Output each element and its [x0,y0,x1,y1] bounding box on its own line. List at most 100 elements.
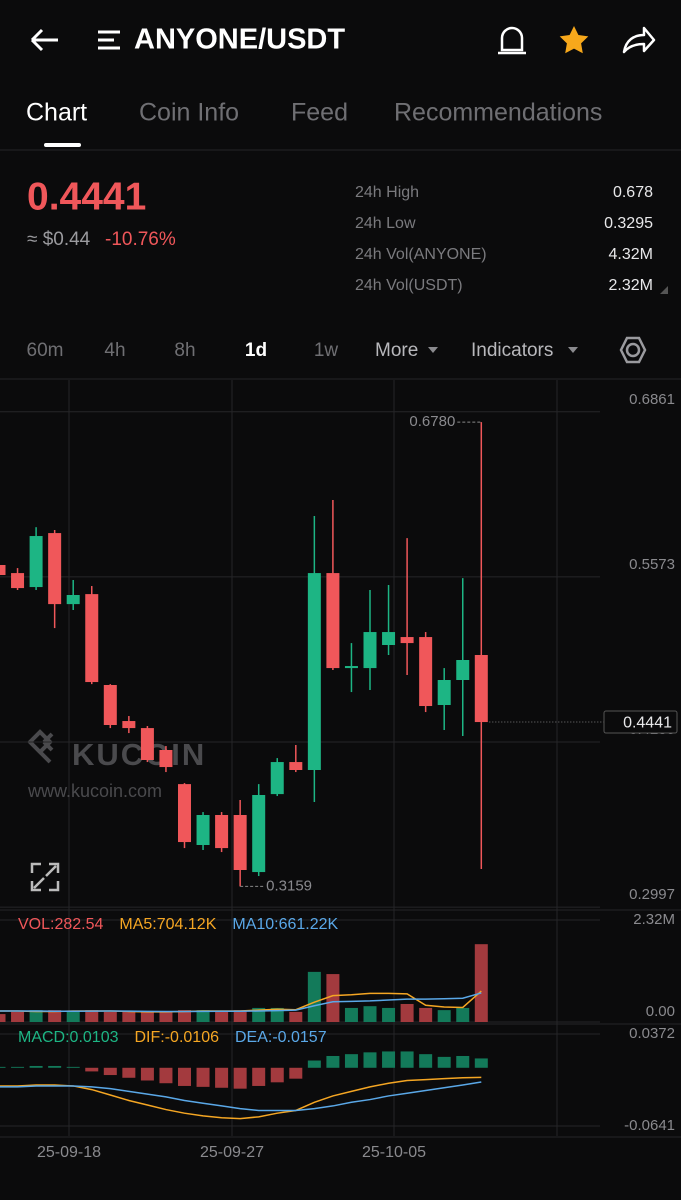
macd-bar [456,1055,470,1068]
indicator-legend: DIF:-0.0106 [135,1029,220,1046]
y-tick-label: 0.00 [646,1003,675,1020]
share-icon[interactable] [622,26,656,54]
candle-body [140,728,154,760]
timeframe[interactable]: 4h [104,340,125,361]
timeframe[interactable]: 1w [314,340,339,361]
timeframe[interactable]: 8h [174,340,195,361]
alert-icon[interactable] [498,26,526,55]
watermark-url: www.kucoin.com [27,781,162,801]
candle-body [103,685,117,725]
price-change: -10.76% [105,229,176,250]
y-tick-label: 0.0372 [629,1025,675,1042]
volume-bar [178,1010,191,1022]
candle-body [85,594,99,683]
volume-bar [437,1010,451,1022]
candle-body [270,762,284,795]
stat-label: 24h Vol(USDT) [355,277,463,294]
candle-body [0,565,6,575]
stat-label: 24h Low [355,215,416,232]
indicator-legend: VOL:282.54 [18,916,104,933]
volume-bar [307,971,321,1022]
timeframe[interactable]: 60m [27,340,64,361]
timeframe[interactable]: 1d [245,340,267,361]
candle-body [456,660,470,680]
menu-icon[interactable] [98,30,120,50]
back-icon[interactable] [30,28,58,52]
candle-body [344,666,358,669]
indicator-legend: MA10:661.22K [232,916,338,933]
x-tick-label: 25-09-27 [200,1144,264,1161]
watermark-brand: KUCOIN [72,737,206,772]
stat-label: 24h Vol(ANYONE) [355,246,487,263]
macd-bar [363,1052,377,1068]
macd-bar [419,1054,433,1068]
last-price: 0.4441 [27,175,146,218]
candle-body [437,680,451,705]
macd-bar [437,1056,451,1068]
candle-body [66,595,80,605]
y-tick-label: 0.2997 [629,886,675,903]
stat-value: 0.3295 [604,215,653,232]
corner-mark [660,286,668,294]
volume-bar [326,974,340,1022]
y-tick-label: 0.6861 [629,391,675,408]
macd-bar [196,1067,210,1087]
tab[interactable]: Recommendations [394,99,602,127]
volume-bar [85,1010,99,1022]
macd-bar [344,1054,358,1068]
candle-body [48,533,62,605]
max-label: 0.6780 [409,413,455,430]
volume-bar [400,1003,414,1022]
tab[interactable]: Coin Info [139,99,239,127]
timeframe[interactable]: Indicators [471,340,553,361]
indicator-legend: DEA:-0.0157 [235,1029,327,1046]
pair-title: ANYONE/USDT [134,24,345,56]
y-tick-label: -0.0641 [624,1117,675,1134]
volume-bar [456,1007,470,1022]
macd-bar [66,1066,80,1068]
macd-bar [215,1067,229,1088]
macd-bar [11,1066,25,1068]
candle-body [289,762,303,770]
tab[interactable]: Feed [291,99,348,127]
current-price: 0.4441 [623,714,672,731]
indicator-line [0,992,482,1013]
indicator-line [0,1081,482,1112]
candle-body [400,637,414,644]
fullscreen-icon[interactable] [30,862,60,892]
indicator-legend: MACD:0.0103 [18,1029,119,1046]
macd-bar [307,1060,321,1068]
tab[interactable]: Chart [26,99,87,127]
macd-bar [252,1067,266,1086]
volume-bar [215,1011,229,1022]
candle-body [233,815,247,870]
volume-bar [419,1007,433,1022]
settings-icon-outline[interactable] [619,336,647,364]
settings-icon[interactable] [625,342,641,358]
candle-body [29,536,43,588]
volume-bar [344,1007,358,1022]
candle-body [419,637,433,707]
candle-body [307,573,321,770]
volume-bar [11,1011,25,1022]
volume-bar [48,1010,62,1022]
candle-body [11,573,25,589]
volume-bar [103,1011,117,1022]
stat-label: 24h High [355,184,419,201]
favorite-icon[interactable] [559,26,589,54]
macd-bar [85,1067,99,1072]
macd-bar [400,1051,414,1068]
volume-bar [363,1006,377,1022]
stat-value: 0.678 [613,184,653,201]
min-label: 0.3159 [266,877,312,894]
macd-bar [159,1067,173,1084]
usd-price: ≈ $0.44 [27,229,91,250]
timeframe[interactable]: More [375,340,418,361]
macd-bar [122,1067,136,1078]
stat-value: 4.32M [609,246,653,263]
macd-bar [178,1067,191,1086]
volume-bar [382,1007,396,1022]
volume-bar [474,944,488,1022]
